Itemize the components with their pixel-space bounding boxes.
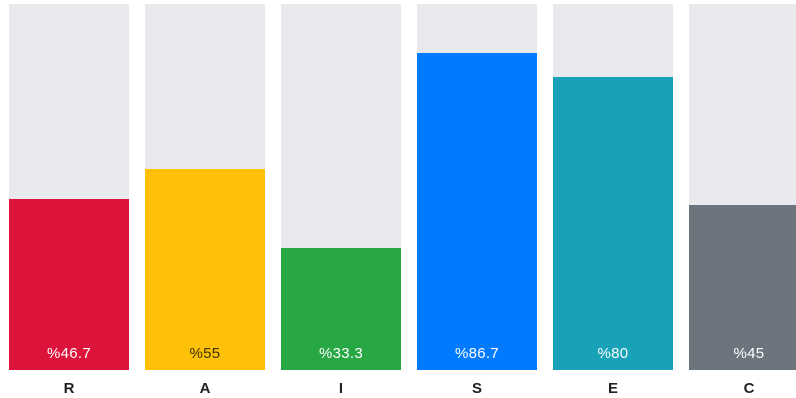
data-label-r: %46.7 [46,345,92,362]
bar-track-i: %33.3 [281,4,401,370]
bar-a: %55 [145,168,265,370]
bar-track-e: %80 [553,4,673,370]
category-label-e: E [607,380,618,397]
bar-s: %86.7 [417,52,537,370]
category-label-a: A [199,380,211,397]
bar-track-s: %86.7 [417,4,537,370]
bar-e: %80 [553,77,673,370]
category-label-r: R [63,380,75,397]
bar-track-c: %45 [689,4,796,370]
data-label-c: %45 [733,345,765,362]
bar-track-a: %55 [145,4,265,370]
bar-r: %46.7 [9,199,129,370]
bar-c: %45 [689,205,796,370]
bar-track-r: %46.7 [9,4,129,370]
data-label-s: %86.7 [454,345,500,362]
bar-i: %33.3 [281,248,401,370]
category-label-s: S [471,380,482,397]
category-label-i: I [338,380,344,397]
data-label-a: %55 [189,345,221,362]
data-label-i: %33.3 [318,345,364,362]
data-label-e: %80 [597,345,629,362]
category-label-c: C [743,380,755,397]
